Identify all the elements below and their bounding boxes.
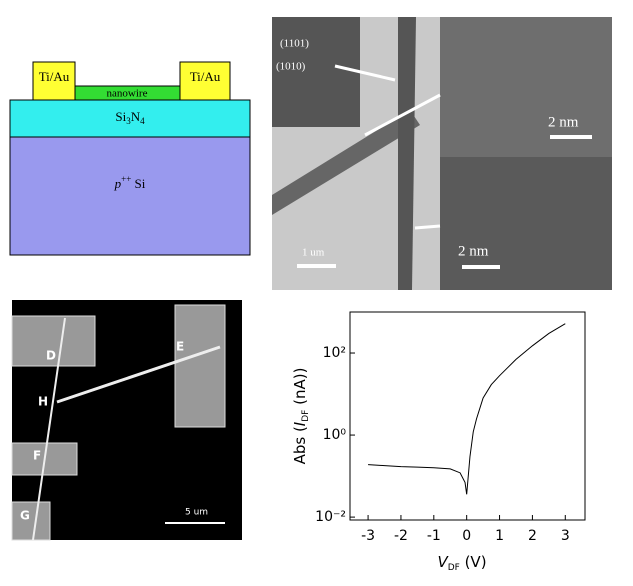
pad-label: Ti/Au xyxy=(39,69,70,84)
x-tick-label: 3 xyxy=(561,528,570,544)
y-tick-label: 10⁻² xyxy=(315,509,346,525)
scale-label: 2 nm xyxy=(548,114,579,130)
electrode-label: D xyxy=(46,349,56,363)
electrode xyxy=(174,304,226,428)
electrode-label: E xyxy=(176,340,184,354)
schematic: Ti/Au Ti/Au nanowire Si3N4 p++ Si xyxy=(9,61,251,256)
insulator xyxy=(9,99,251,138)
pad-label: Ti/Au xyxy=(190,69,221,84)
x-axis-label: VDF (V) xyxy=(437,553,486,573)
t: Si xyxy=(115,109,126,124)
x-tick-label: 0 xyxy=(462,528,471,544)
plot-frame xyxy=(349,311,586,521)
x-tick-label: -1 xyxy=(427,528,441,544)
substrate-label: p++ Si xyxy=(114,174,146,191)
arrow xyxy=(364,93,441,137)
wire xyxy=(398,17,416,290)
electrode xyxy=(11,315,96,367)
electrode-label: F xyxy=(33,449,41,463)
insulator-label: Si3N4 xyxy=(115,109,145,126)
nanowire xyxy=(32,317,66,541)
t: (nA)) xyxy=(291,368,309,410)
iv-curve xyxy=(368,323,566,495)
t: DF xyxy=(301,410,311,422)
t: 4 xyxy=(140,116,145,126)
sem-image: D E H F G 5 um xyxy=(11,300,242,541)
t: V xyxy=(437,553,449,571)
substrate xyxy=(9,136,251,256)
electrode-label: H xyxy=(38,395,48,409)
x-tick-label: -2 xyxy=(394,528,408,544)
t: I xyxy=(291,421,309,426)
hrtem-inset xyxy=(440,157,612,290)
nanowire xyxy=(56,345,221,404)
y-tick-label: 10² xyxy=(323,345,346,361)
diffraction-label: (1101) xyxy=(280,38,309,50)
pad xyxy=(179,61,231,101)
arrow xyxy=(334,64,396,82)
electrode-label: G xyxy=(20,509,30,523)
wire-label: nanowire xyxy=(107,88,148,100)
iv-plot: VDF (V) Abs (IDF (nA)) -3 -2 -1 0 1 2 310⁻²10⁰… xyxy=(291,311,586,573)
hrtem-inset xyxy=(440,17,612,157)
arrow xyxy=(414,224,441,230)
electrode xyxy=(11,501,51,541)
t: DF xyxy=(448,563,460,573)
x-tick-label: -3 xyxy=(361,528,375,544)
wire xyxy=(272,110,420,215)
t: p xyxy=(114,176,122,191)
diffraction-label: (1010) xyxy=(276,61,306,73)
scale-label: 2 nm xyxy=(458,243,489,259)
t: 3 xyxy=(126,116,131,126)
x-tick-label: 2 xyxy=(528,528,537,544)
y-tick-label: 10⁰ xyxy=(323,427,347,443)
diffraction-inset xyxy=(272,17,360,127)
pad xyxy=(32,61,76,101)
scale-label: 1 um xyxy=(302,247,325,259)
t: N xyxy=(131,109,141,124)
x-tick-label: 1 xyxy=(495,528,504,544)
t: ++ xyxy=(121,174,131,184)
y-axis-label: Abs (IDF (nA)) xyxy=(291,368,311,465)
t: Abs ( xyxy=(291,426,309,464)
tem-image: (1101) (1010) 2 nm 2 nm 1 um xyxy=(272,17,612,290)
scale-label: 5 um xyxy=(185,508,208,518)
t: Si xyxy=(131,176,145,191)
t: (V) xyxy=(460,553,487,571)
